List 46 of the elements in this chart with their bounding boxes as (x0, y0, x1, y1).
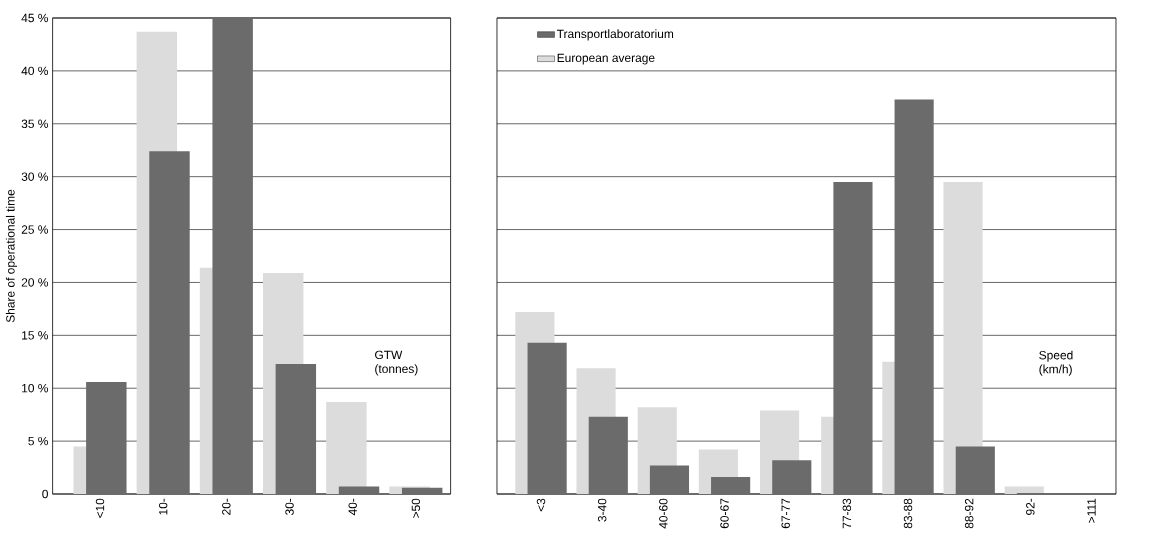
y-tick-label: 35 % (21, 119, 48, 128)
bar (212, 18, 253, 494)
bar (649, 465, 690, 494)
legend-label: Transportlaboratorium (556, 29, 674, 41)
x-tick-label: 60-67 (720, 498, 729, 529)
y-tick-label: 25 % (21, 225, 48, 234)
x-tick-label: <10 (95, 498, 105, 518)
bar (588, 416, 628, 494)
y-tick-label: 30 % (21, 172, 48, 181)
legend-label: European average (557, 53, 655, 65)
y-tick-label: 5 % (28, 436, 48, 446)
x-tick-label: 3-40 (597, 498, 607, 522)
bar (338, 486, 380, 494)
x-tick-label: >111 (1087, 498, 1096, 523)
bar (833, 181, 873, 494)
y-tick-label: 40 % (21, 66, 48, 76)
bar (275, 363, 317, 494)
y-tick-label: 10 % (22, 383, 48, 393)
x-tick-label: 77-83 (842, 498, 852, 529)
bar (894, 99, 934, 494)
x-tick-label: 30- (285, 498, 294, 516)
x-tick-label: 20- (222, 498, 231, 515)
y-tick-label: 0 (42, 489, 48, 499)
x-tick-label: >50 (411, 498, 421, 518)
x-tick-label: 88-92 (964, 498, 974, 529)
bar (955, 446, 995, 494)
bar (401, 487, 443, 494)
x-tick-label: 92- (1026, 498, 1035, 515)
bar (772, 460, 812, 494)
bar (527, 342, 567, 494)
x-tick-label: 40- (348, 498, 357, 516)
x-axis-title: Speed (km/h) (1039, 350, 1073, 376)
y-tick-label: 45 % (21, 13, 48, 23)
y-tick-label: 20 % (21, 278, 48, 287)
y-tick-label: 15 % (22, 331, 48, 340)
x-tick-label: <3 (536, 498, 546, 512)
bar (326, 401, 367, 494)
y-axis-title: Share of operational time (5, 189, 18, 323)
x-tick-label: 40-60 (659, 498, 668, 529)
x-tick-label: 10- (158, 498, 168, 515)
x-tick-label: 67-77 (781, 498, 790, 529)
bar (86, 381, 127, 494)
x-tick-label: 83-88 (903, 498, 913, 529)
x-axis-title: GTW (tonnes) (375, 350, 418, 376)
bar (711, 477, 751, 494)
bar (149, 151, 190, 494)
